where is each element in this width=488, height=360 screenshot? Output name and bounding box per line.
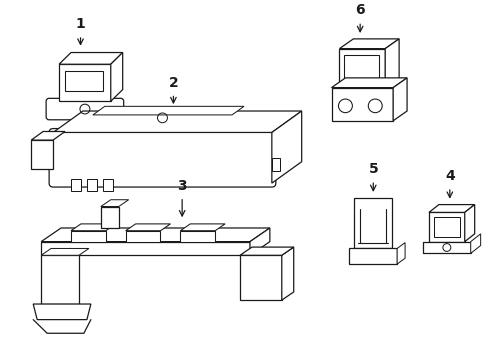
Polygon shape xyxy=(71,224,116,231)
Text: 5: 5 xyxy=(367,162,377,176)
FancyBboxPatch shape xyxy=(49,129,275,187)
Polygon shape xyxy=(41,242,249,255)
Polygon shape xyxy=(464,204,474,242)
Polygon shape xyxy=(428,212,464,242)
Polygon shape xyxy=(396,243,404,264)
Polygon shape xyxy=(31,140,53,169)
Polygon shape xyxy=(180,231,215,242)
Polygon shape xyxy=(93,106,244,115)
Text: 6: 6 xyxy=(355,4,364,17)
Polygon shape xyxy=(354,198,391,248)
Polygon shape xyxy=(65,71,102,91)
Polygon shape xyxy=(101,207,119,228)
Polygon shape xyxy=(344,55,379,80)
Polygon shape xyxy=(41,228,269,242)
Polygon shape xyxy=(33,304,91,320)
Text: 1: 1 xyxy=(76,17,85,31)
Polygon shape xyxy=(331,87,392,121)
Polygon shape xyxy=(240,247,293,255)
Polygon shape xyxy=(433,217,459,237)
Polygon shape xyxy=(31,131,65,140)
Polygon shape xyxy=(125,231,160,242)
Polygon shape xyxy=(111,53,122,101)
Polygon shape xyxy=(71,179,81,191)
Text: 3: 3 xyxy=(177,179,186,193)
Polygon shape xyxy=(271,158,279,171)
Polygon shape xyxy=(331,78,406,87)
Polygon shape xyxy=(71,231,105,242)
Polygon shape xyxy=(422,242,470,253)
Polygon shape xyxy=(101,200,128,207)
Polygon shape xyxy=(180,224,224,231)
Polygon shape xyxy=(87,179,97,191)
FancyBboxPatch shape xyxy=(46,98,123,120)
Polygon shape xyxy=(339,39,398,49)
Text: 4: 4 xyxy=(444,169,454,183)
Polygon shape xyxy=(41,248,89,255)
Polygon shape xyxy=(59,64,111,101)
Polygon shape xyxy=(53,111,301,132)
Text: 2: 2 xyxy=(168,76,178,90)
Polygon shape xyxy=(349,248,396,264)
Polygon shape xyxy=(281,247,293,300)
Polygon shape xyxy=(102,179,113,191)
Polygon shape xyxy=(59,53,122,64)
Polygon shape xyxy=(240,255,281,300)
Polygon shape xyxy=(249,228,269,255)
Polygon shape xyxy=(271,111,301,183)
Polygon shape xyxy=(392,78,406,121)
Polygon shape xyxy=(470,234,480,253)
Polygon shape xyxy=(339,49,385,87)
Polygon shape xyxy=(428,204,474,212)
Polygon shape xyxy=(125,224,170,231)
Polygon shape xyxy=(385,39,398,87)
Polygon shape xyxy=(41,255,79,304)
